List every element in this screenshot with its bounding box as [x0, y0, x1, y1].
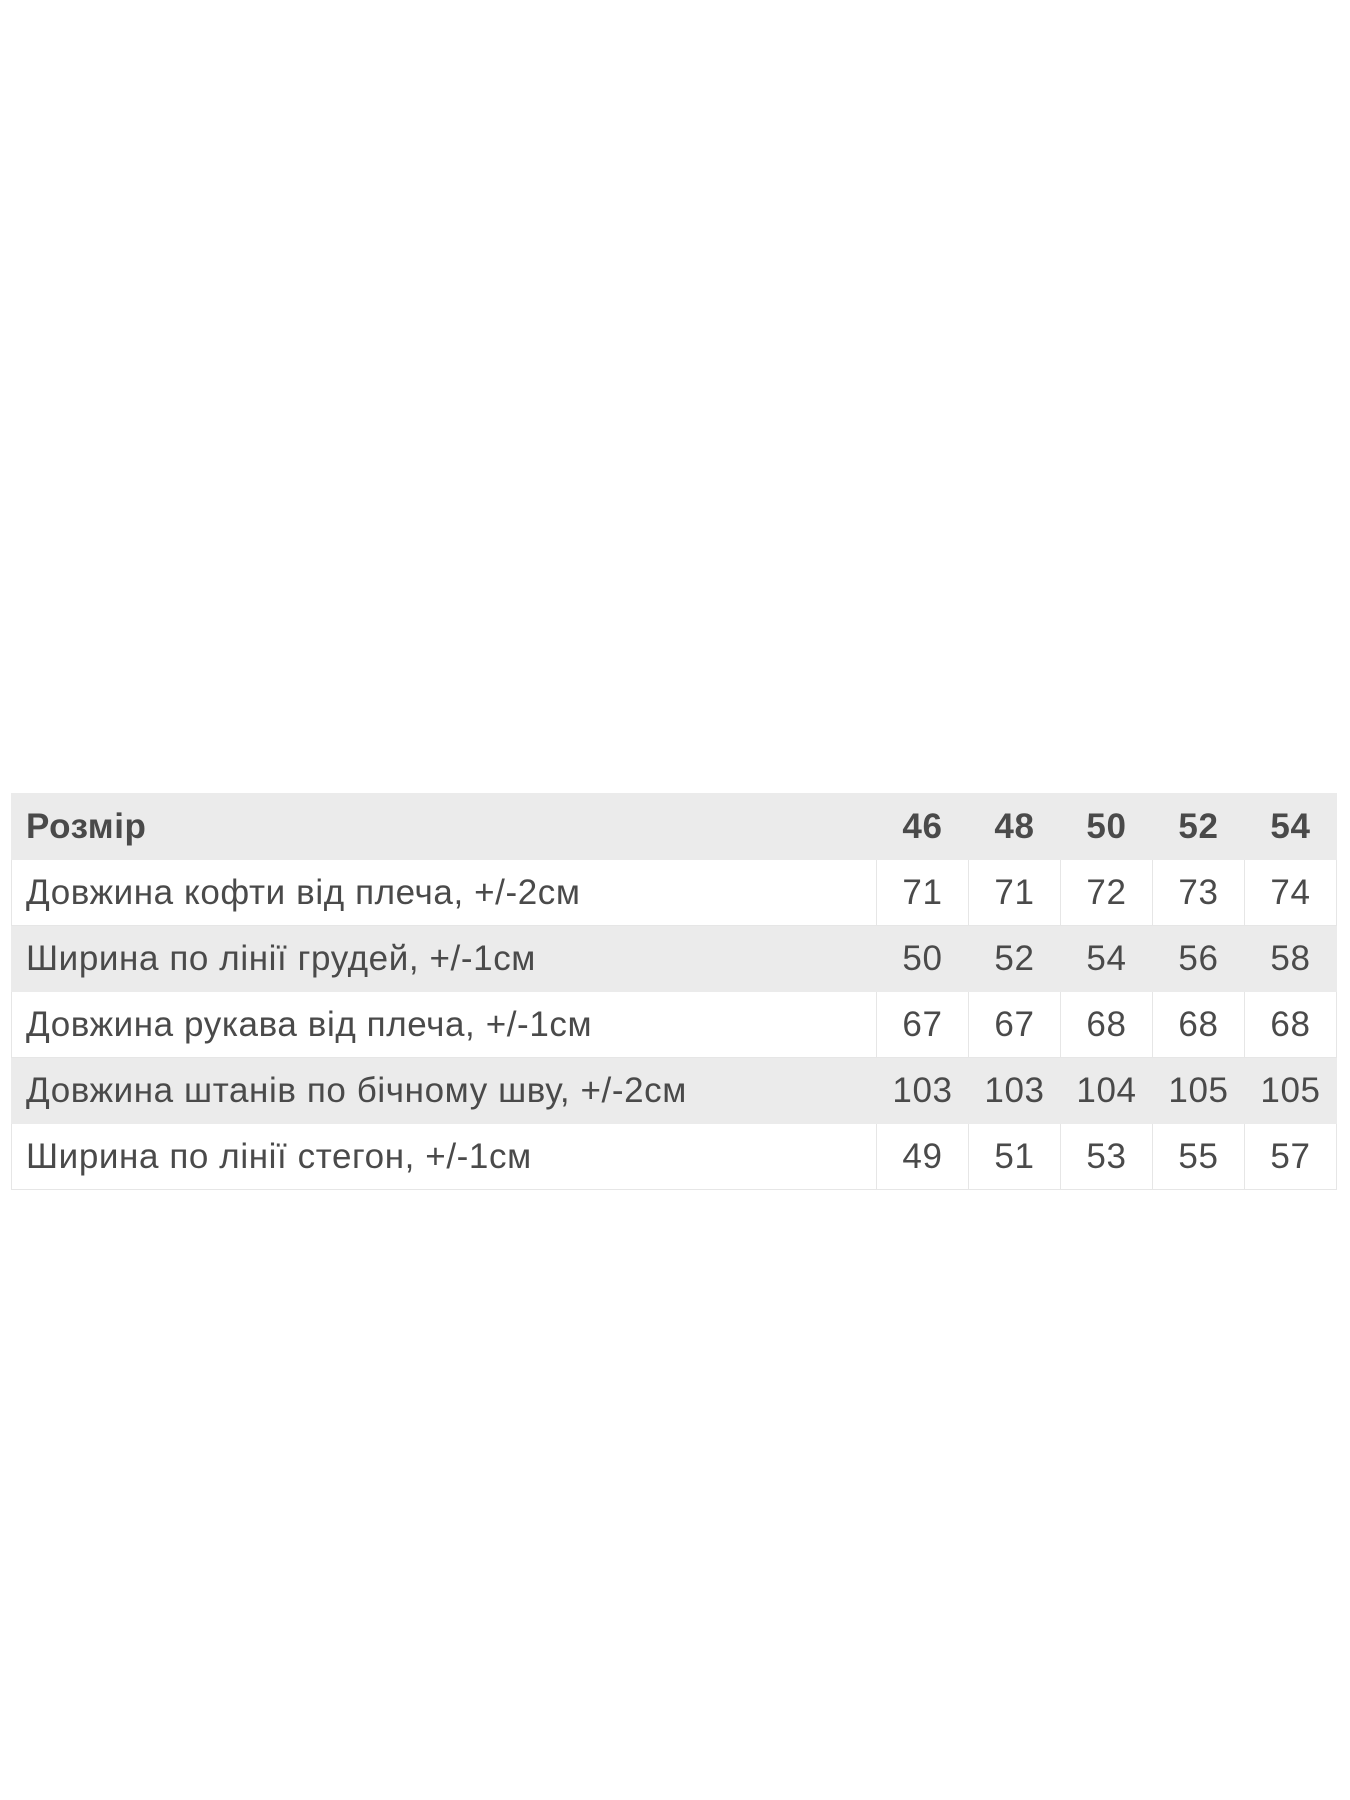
header-label: Розмір	[11, 793, 877, 860]
measurement-value: 52	[968, 925, 1061, 992]
table-row: Довжина рукава від плеча, +/-1см 67 67 68 68…	[11, 991, 1337, 1058]
table-row: Ширина по лінії стегон, +/-1см 49 51 53 55 57	[11, 1123, 1337, 1190]
measurement-label: Довжина штанів по бічному шву, +/-2см	[11, 1057, 877, 1124]
measurement-value: 105	[1152, 1057, 1245, 1124]
measurement-value: 54	[1060, 925, 1153, 992]
table-row: Довжина кофти від плеча, +/-2см 71 71 72 73 7…	[11, 859, 1337, 926]
measurement-value: 49	[876, 1123, 969, 1190]
size-header: 48	[968, 793, 1061, 860]
measurement-label: Ширина по лінії стегон, +/-1см	[11, 1123, 877, 1190]
table-row: Довжина штанів по бічному шву, +/-2см 103…	[11, 1057, 1337, 1124]
measurement-value: 103	[876, 1057, 969, 1124]
measurement-value: 56	[1152, 925, 1245, 992]
measurement-value: 57	[1244, 1123, 1337, 1190]
measurement-value: 105	[1244, 1057, 1337, 1124]
measurement-value: 50	[876, 925, 969, 992]
measurement-value: 55	[1152, 1123, 1245, 1190]
size-header: 46	[876, 793, 969, 860]
measurement-label: Довжина кофти від плеча, +/-2см	[11, 859, 877, 926]
measurement-value: 71	[876, 859, 969, 926]
table-row: Ширина по лінії грудей, +/-1см 50 52 54 56 58	[11, 925, 1337, 992]
measurement-value: 67	[968, 991, 1061, 1058]
measurement-value: 73	[1152, 859, 1245, 926]
header-row: Розмір 46 48 50 52 54	[11, 793, 1337, 860]
measurement-value: 51	[968, 1123, 1061, 1190]
measurement-value: 67	[876, 991, 969, 1058]
size-header: 52	[1152, 793, 1245, 860]
measurement-value: 74	[1244, 859, 1337, 926]
measurement-value: 68	[1060, 991, 1153, 1058]
size-header: 50	[1060, 793, 1153, 860]
size-chart-table: Розмір 46 48 50 52 54 Довжина кофти від …	[11, 793, 1337, 1190]
size-header: 54	[1244, 793, 1337, 860]
measurement-value: 104	[1060, 1057, 1153, 1124]
measurement-value: 58	[1244, 925, 1337, 992]
measurement-value: 68	[1152, 991, 1245, 1058]
measurement-value: 71	[968, 859, 1061, 926]
measurement-label: Ширина по лінії грудей, +/-1см	[11, 925, 877, 992]
measurement-label: Довжина рукава від плеча, +/-1см	[11, 991, 877, 1058]
measurement-value: 72	[1060, 859, 1153, 926]
measurement-value: 103	[968, 1057, 1061, 1124]
measurement-value: 53	[1060, 1123, 1153, 1190]
measurement-value: 68	[1244, 991, 1337, 1058]
